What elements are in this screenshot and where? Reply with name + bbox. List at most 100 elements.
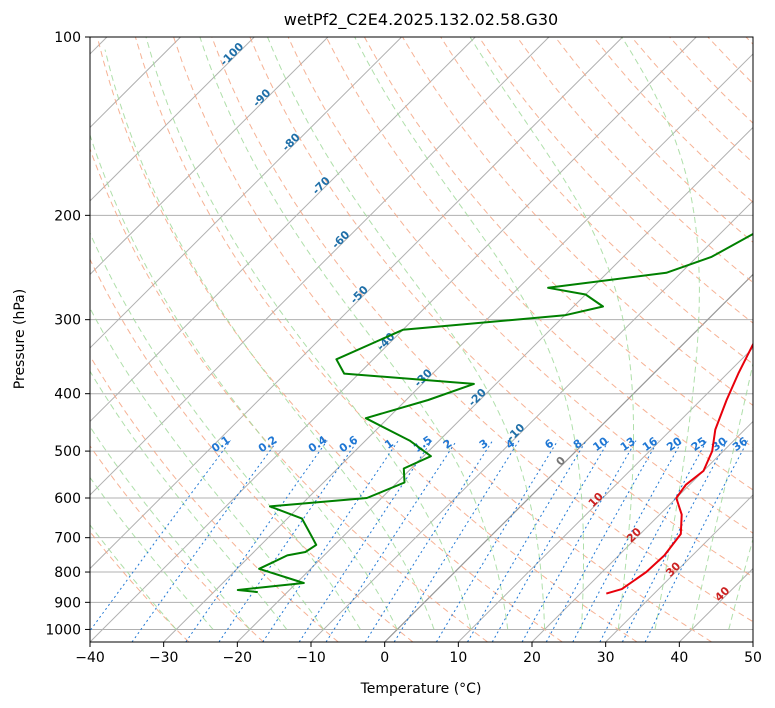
isotherm-line (236, 126, 753, 642)
mixing-ratio-label: 6 (542, 437, 556, 452)
mixing-ratio-line (644, 440, 749, 642)
moist-adiabat-line (90, 524, 177, 630)
temperature-profile-line (606, 342, 753, 595)
mixing-ratio-lines (90, 440, 749, 642)
axis-ticks: −40 −30 −20 −10 0 10 20 30 40 5010020030040050060… (45, 30, 762, 666)
isotherm-line (163, 53, 753, 642)
dry-adiabat-line (90, 530, 190, 642)
isotherm-label: -100 (218, 40, 247, 69)
dry-adiabat-line (173, 37, 712, 642)
y-tick-label: 400 (54, 387, 81, 403)
moist-adiabat-line (90, 231, 361, 630)
x-tick-label: 0 (380, 650, 389, 666)
mixing-ratio-line (521, 440, 637, 642)
mixing-ratio-line (599, 440, 708, 642)
isotherm-label: -80 (280, 130, 303, 153)
isotherm-label: 40 (712, 584, 732, 604)
isotherm-line (752, 641, 753, 642)
x-tick-label: 50 (744, 650, 762, 666)
isotherm-label: 10 (586, 490, 606, 510)
isotherm-label: -50 (348, 283, 371, 306)
y-tick-label: 500 (54, 444, 81, 460)
mixing-ratio-line (185, 440, 328, 642)
mixing-ratio-line (298, 440, 433, 642)
isotherm-line (678, 567, 753, 642)
y-tick-label: 900 (54, 595, 81, 611)
dry-adiabat-line (90, 258, 414, 642)
moist-adiabat-line (104, 49, 435, 630)
isotherm-label: 30 (663, 559, 683, 579)
isotherm-label: -60 (329, 228, 352, 251)
dry-adiabat-line (554, 37, 753, 243)
y-tick-label: 300 (54, 313, 81, 329)
dry-adiabat-line (745, 37, 753, 45)
moist-adiabat-line (199, 37, 509, 630)
isotherm-label: -20 (466, 386, 489, 409)
moist-adiabat-line (90, 133, 398, 630)
dry-adiabat-line (592, 37, 753, 203)
moist-adiabat-line (267, 37, 546, 630)
y-tick-label: 700 (54, 531, 81, 547)
mixing-ratio-line (262, 440, 399, 642)
dry-adiabat-line (325, 37, 753, 491)
isotherm-line (90, 37, 255, 202)
mixing-ratio-line (621, 440, 728, 642)
x-tick-label: 30 (597, 650, 615, 666)
isotherm-line (90, 37, 697, 642)
x-tick-label: −30 (149, 650, 179, 666)
moist-adiabat-line (354, 37, 584, 630)
isotherm-line (531, 420, 753, 642)
y-tick-label: 200 (54, 208, 81, 224)
mixing-ratio-line (393, 440, 520, 642)
dry-adiabat-line (707, 37, 753, 85)
dry-adiabat-line (90, 147, 488, 642)
mixing-ratio-line (325, 440, 458, 642)
isotherm-label: -90 (250, 86, 273, 109)
y-tick-label: 800 (54, 565, 81, 581)
isotherm-line (384, 273, 753, 642)
moist-adiabats (90, 37, 753, 630)
isotherm-line (457, 347, 753, 642)
dry-adiabat-line (440, 37, 753, 365)
moist-adiabat-line (691, 361, 753, 630)
mixing-ratio-line (545, 440, 659, 642)
isotherm-line (90, 37, 329, 276)
plot-frame (89, 36, 754, 643)
profile-series (236, 232, 753, 595)
mixing-ratio-line (491, 440, 610, 642)
isotherm-label: -70 (310, 174, 333, 197)
dry-adiabat-line (287, 37, 753, 534)
mixing-ratio-label: 0.1 (209, 433, 232, 455)
dry-adiabat-line (134, 37, 638, 642)
dewpoint-profile-line (236, 232, 753, 594)
mixing-ratio-line (364, 440, 494, 642)
moist-adiabat-line (469, 37, 634, 630)
mixing-ratio-line (218, 440, 359, 642)
isotherm-label: 20 (624, 525, 644, 545)
grid-layer (90, 37, 753, 642)
dry-adiabat-line (516, 37, 753, 284)
moist-adiabat-line (145, 37, 472, 630)
x-tick-label: 10 (449, 650, 467, 666)
moist-adiabat-line (728, 537, 753, 630)
dry-adiabat-line (90, 355, 339, 642)
mixing-ratio-line (435, 440, 559, 642)
mixing-ratio-line (90, 440, 232, 632)
y-tick-label: 100 (54, 30, 81, 46)
mixing-ratio-line (572, 440, 683, 642)
x-axis-label: Temperature (°C) (360, 681, 482, 697)
x-tick-label: −10 (296, 650, 326, 666)
isotherm-line (90, 37, 623, 570)
x-tick-label: 20 (523, 650, 541, 666)
chart-title: wetPf2_C2E4.2025.132.02.58.G30 (284, 10, 558, 30)
dry-adiabat-line (90, 445, 264, 642)
mixing-ratio-line (131, 440, 278, 642)
zero-isotherm-line (384, 273, 753, 642)
isotherm-label: -30 (412, 366, 435, 389)
moist-adiabat-line (621, 37, 700, 630)
moist-adiabat-line (90, 425, 251, 630)
x-tick-label: −20 (223, 650, 253, 666)
x-tick-label: 40 (670, 650, 688, 666)
mixing-ratio-label: 3 (477, 437, 491, 452)
